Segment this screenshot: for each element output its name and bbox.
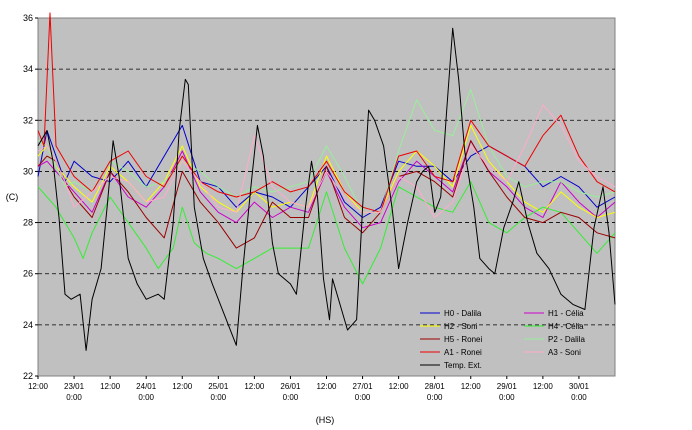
y-tick-label: 30 [23, 166, 33, 176]
legend-label: H1 - Célia [548, 309, 584, 318]
legend-label: P2 - Dalila [548, 335, 585, 344]
y-tick-label: 22 [23, 371, 33, 381]
x-tick-label: 29/01 [497, 382, 518, 391]
plot-area [37, 17, 616, 377]
x-tick-label: 12:00 [172, 382, 193, 391]
x-tick-label: 12:00 [28, 382, 49, 391]
y-tick-label: 26 [23, 269, 33, 279]
x-axis-label: (HS) [316, 415, 335, 425]
x-tick-sublabel: 0:00 [499, 393, 515, 402]
legend-label: A3 - Soni [548, 348, 581, 357]
series-line [37, 104, 616, 218]
series-line [37, 181, 616, 285]
legend-label: H4 - Célia [548, 322, 584, 331]
legend-label: H5 - Ronei [444, 335, 482, 344]
x-tick-label: 25/01 [208, 382, 229, 391]
y-tick-label: 28 [23, 218, 33, 228]
x-tick-sublabel: 0:00 [571, 393, 587, 402]
x-tick-label: 30/01 [569, 382, 590, 391]
x-tick-label: 24/01 [136, 382, 157, 391]
series-line [37, 27, 616, 351]
x-tick-sublabel: 0:00 [66, 393, 82, 402]
x-axis-ticks: 12:00 23/01 0:00 12:00 24/01 0:00 12:00 25/01 0:… [28, 376, 590, 402]
x-tick-label: 27/01 [353, 382, 374, 391]
legend-label: H0 - Dalila [444, 309, 482, 318]
series-line [37, 12, 616, 213]
x-tick-label: 12:00 [100, 382, 121, 391]
x-tick-sublabel: 0:00 [138, 393, 154, 402]
x-tick-label: 12:00 [244, 382, 265, 391]
x-tick-label: 28/01 [425, 382, 446, 391]
x-tick-label: 12:00 [389, 382, 410, 391]
legend-label: Temp. Ext. [444, 361, 482, 370]
x-tick-sublabel: 0:00 [283, 393, 299, 402]
series-line [37, 140, 616, 229]
y-tick-label: 36 [23, 13, 33, 23]
y-axis-label: (C) [6, 192, 19, 202]
legend: H0 - Dalila H1 - Célia H2 - Soni H4 - Célia… [420, 309, 585, 370]
x-tick-label: 12:00 [533, 382, 554, 391]
x-tick-sublabel: 0:00 [355, 393, 371, 402]
legend-label: H2 - Soni [444, 322, 478, 331]
x-tick-label: 26/01 [280, 382, 301, 391]
x-tick-sublabel: 0:00 [427, 393, 443, 402]
x-tick-label: 23/01 [64, 382, 85, 391]
series-line [37, 140, 616, 249]
y-tick-label: 32 [23, 115, 33, 125]
x-tick-sublabel: 0:00 [211, 393, 227, 402]
legend-label: A1 - Ronei [444, 348, 482, 357]
y-tick-label: 24 [23, 320, 33, 330]
y-tick-label: 34 [23, 64, 33, 74]
x-tick-label: 12:00 [461, 382, 482, 391]
x-tick-label: 12:00 [316, 382, 337, 391]
y-axis-ticks: 22 24 26 28 30 32 34 36 [23, 13, 38, 381]
series-lines [37, 12, 616, 351]
